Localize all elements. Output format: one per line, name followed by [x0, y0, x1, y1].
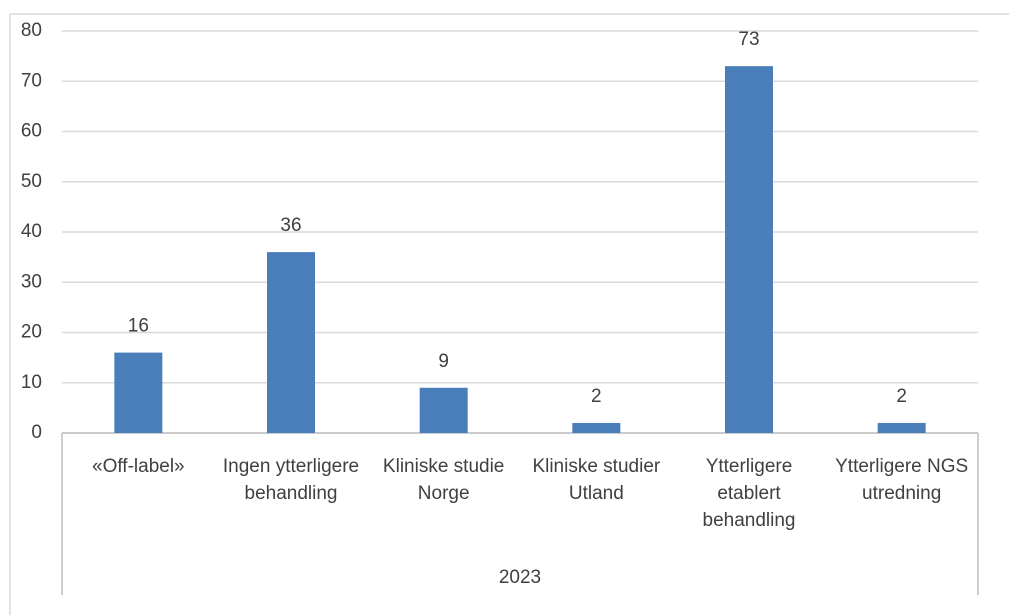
x-tick-label: Ytterligere NGS utredning [835, 456, 969, 504]
bar [114, 352, 163, 433]
bar [725, 66, 773, 434]
y-tick-label: 50 [21, 171, 42, 192]
y-tick-label: 30 [21, 271, 42, 292]
x-tick-label: Kliniske studier Utland [532, 456, 661, 504]
bar [877, 422, 926, 433]
y-tick-label: 20 [21, 322, 42, 343]
data-label: 2 [896, 386, 907, 407]
y-tick-label: 80 [21, 20, 42, 41]
y-tick-label: 40 [21, 221, 42, 242]
x-tick-label: Ingen ytterligere behandling [222, 456, 360, 504]
bar [419, 387, 468, 433]
bar [572, 422, 621, 433]
data-label: 16 [128, 316, 149, 337]
data-label: 36 [280, 215, 301, 236]
x-tick-label: Kliniske studie Norge [382, 456, 505, 504]
y-tick-label: 10 [21, 372, 42, 393]
data-label: 73 [738, 29, 759, 50]
x-group-label: 2023 [499, 567, 541, 588]
y-tick-label: 0 [31, 422, 42, 443]
y-tick-label: 60 [21, 121, 42, 142]
y-tick-label: 70 [21, 70, 42, 91]
bar [267, 252, 315, 433]
data-label: 2 [591, 386, 602, 407]
data-label: 9 [438, 351, 449, 372]
x-tick-label: «Off-label» [92, 456, 185, 477]
x-tick-label: Ytterligere etablert behandling [702, 456, 796, 531]
